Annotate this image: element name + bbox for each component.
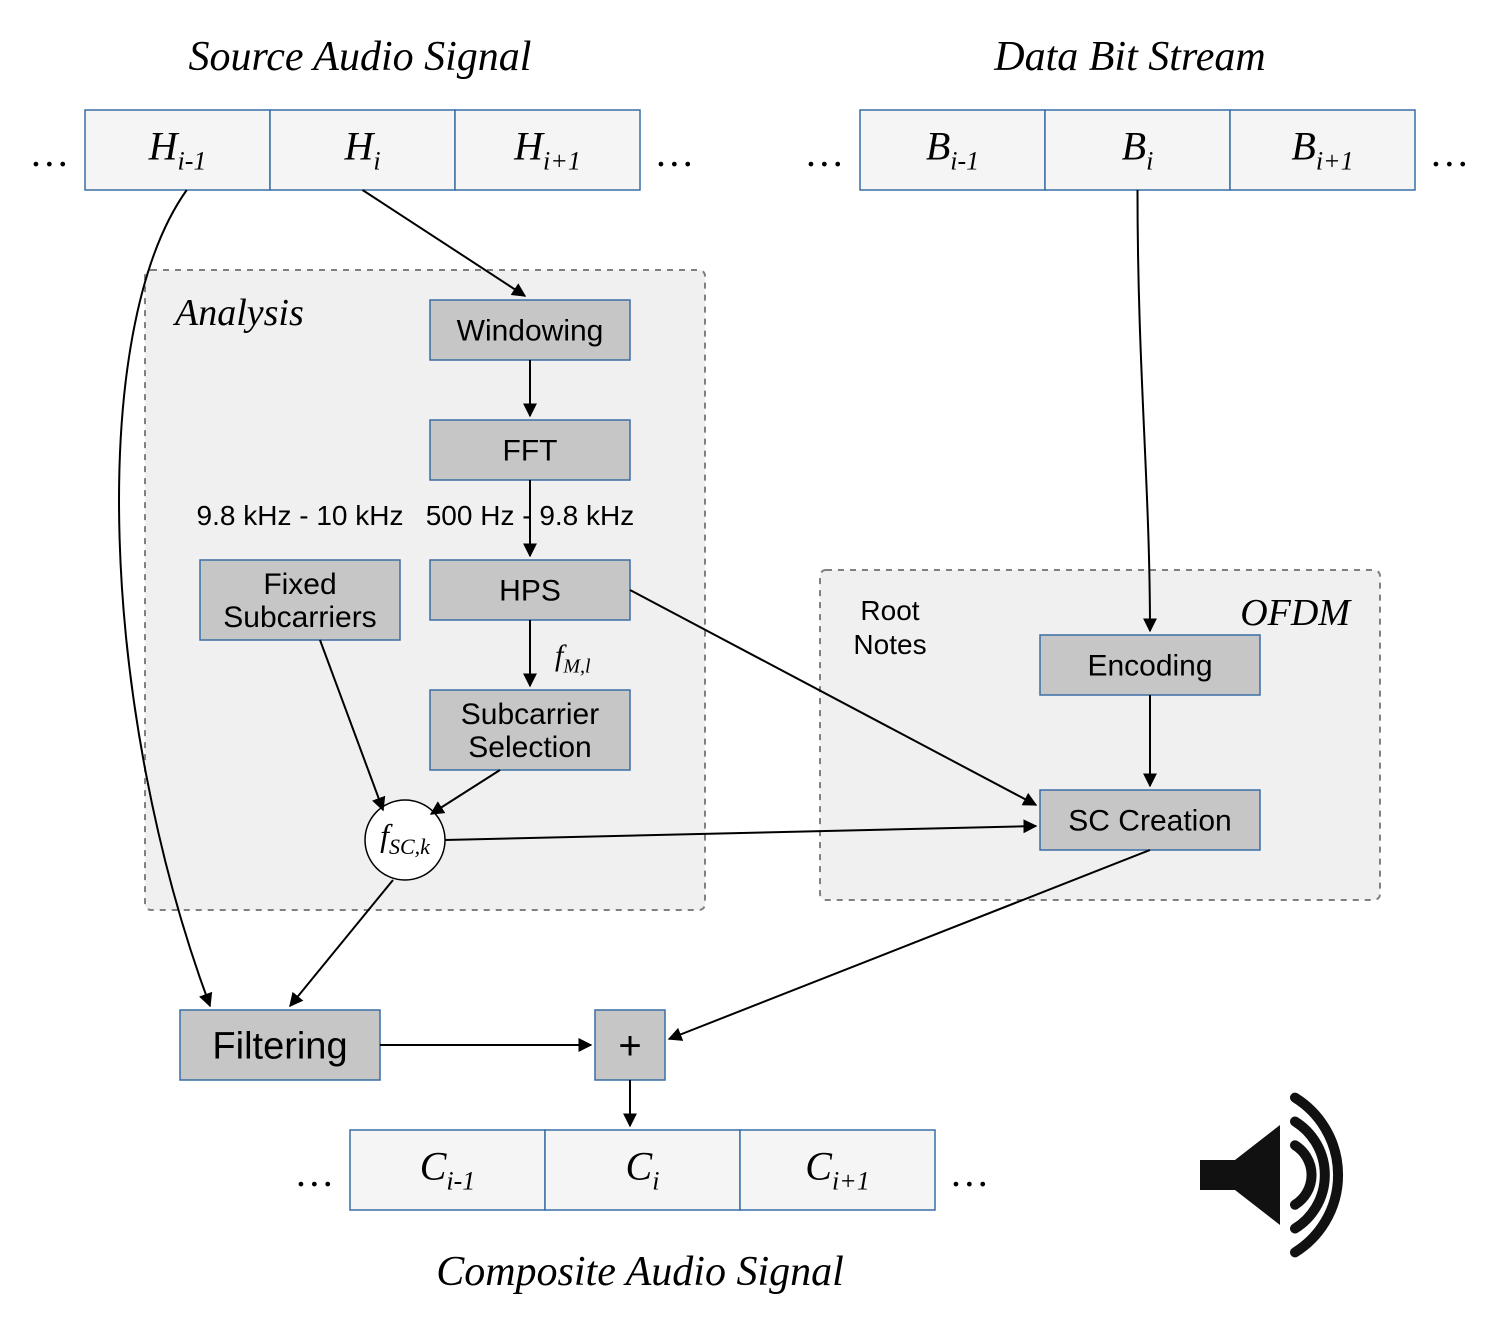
title-data-bit-stream: Data Bit Stream (993, 34, 1265, 80)
ofdm-group-title: OFDM (1240, 592, 1352, 634)
freq-low-anno: 9.8 kHz - 10 kHz (197, 500, 404, 531)
title-source-audio: Source Audio Signal (189, 34, 532, 80)
root-notes-l2: Notes (853, 629, 926, 660)
c-row-ellipsis-right: … (952, 1150, 988, 1195)
subcarrier-selection-box-label-0: Subcarrier (461, 698, 599, 731)
h-row-ellipsis-right: … (657, 130, 693, 175)
sc-creation-box-label-0: SC Creation (1068, 805, 1231, 838)
analysis-group-title: Analysis (172, 292, 304, 334)
subcarrier-selection-box-label-1: Selection (468, 731, 591, 764)
root-notes-l1: Root (860, 595, 919, 626)
hps-box-label-0: HPS (499, 575, 561, 608)
title-composite-audio: Composite Audio Signal (436, 1249, 844, 1295)
arrow-b-to-encoding (1138, 190, 1151, 631)
b-row-ellipsis-right: … (1432, 130, 1468, 175)
windowing-box-label-0: Windowing (457, 315, 604, 348)
c-row-ellipsis-left: … (297, 1150, 333, 1195)
plus-box-label-0: + (618, 1024, 641, 1068)
fixed-subcarriers-box-label-1: Subcarriers (223, 601, 376, 634)
b-row-ellipsis-left: … (807, 130, 843, 175)
filtering-box-label-0: Filtering (212, 1025, 347, 1067)
fft-box-label-0: FFT (503, 435, 558, 468)
fixed-subcarriers-box-label-0: Fixed (263, 568, 336, 601)
speaker-icon (1200, 1098, 1338, 1253)
encoding-box-label-0: Encoding (1087, 650, 1212, 683)
h-row-ellipsis-left: … (32, 130, 68, 175)
